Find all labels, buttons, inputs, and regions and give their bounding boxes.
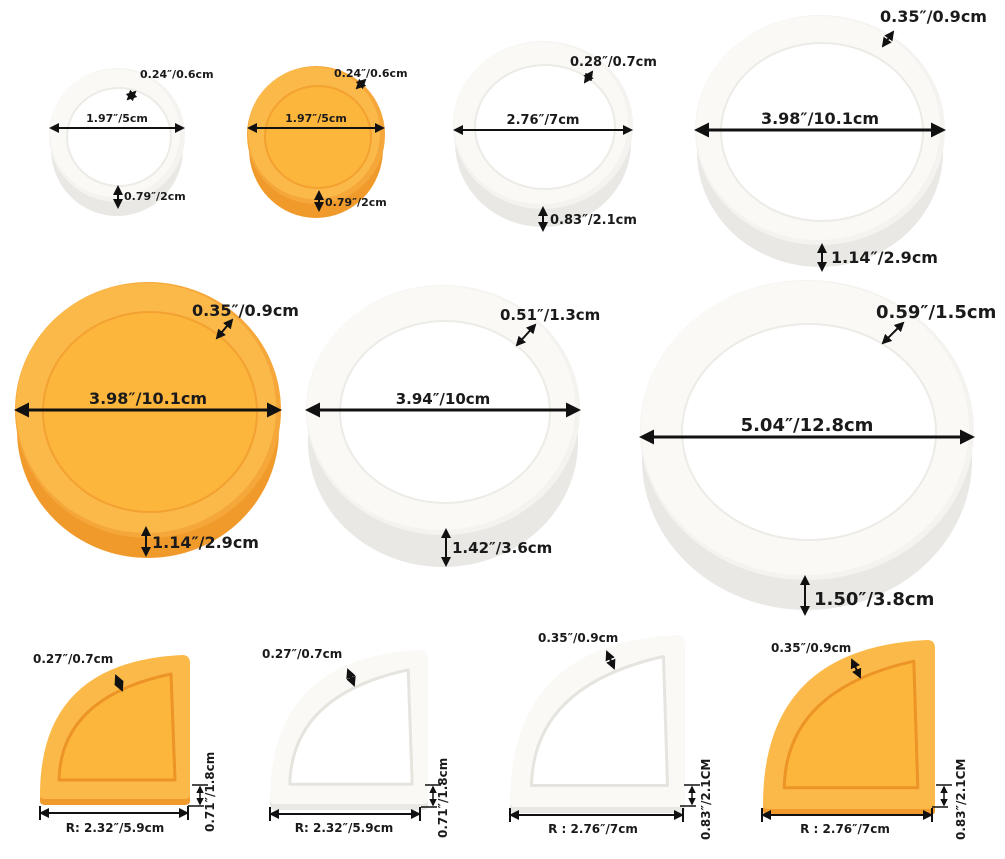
corner-bowl	[288, 668, 414, 786]
dish-deep-white: 3.94″/10cm 0.51″/1.3cm 1.42″/3.6cm	[305, 285, 600, 567]
corner-bowl	[530, 655, 669, 787]
height-label: 0.83″/2.1CM	[954, 759, 968, 840]
height-label: 0.83″/2.1CM	[699, 759, 713, 840]
dish-small-white: 1.97″/5cm 0.24″/0.6cm 0.79″/2cm	[49, 68, 214, 216]
rim-label: 0.35″/0.9cm	[192, 301, 299, 320]
rim-label: 0.35″/0.9cm	[880, 7, 987, 26]
rim-arrow	[215, 318, 234, 340]
height-label: 0.79″/2cm	[325, 196, 387, 209]
dish-xl-white: 5.04″/12.8cm 0.59″/1.5cm 1.50″/3.8cm	[639, 280, 996, 616]
dish-large-white: 3.98″/10.1cm 0.35″/0.9cm 1.14″/2.9cm	[694, 7, 987, 272]
radius-label: R: 2.32″/5.9cm	[295, 821, 393, 835]
dish-large-orange: 3.98″/10.1cm 0.35″/0.9cm 1.14″/2.9cm	[13, 282, 299, 558]
dish-medium-white: 2.76″/7cm 0.28″/0.7cm 0.83″/2.1cm	[453, 41, 657, 232]
height-label: 1.14″/2.9cm	[152, 533, 259, 552]
dish-bowl	[264, 85, 372, 189]
dish-bowl	[339, 320, 551, 504]
rim-arrow	[125, 89, 138, 102]
height-label: 0.71″/1.8cm	[203, 752, 217, 832]
height-label: 0.71″/1.8cm	[436, 758, 450, 838]
rim-label: 0.27″/0.7cm	[262, 647, 342, 661]
rim-label: 0.51″/1.3cm	[500, 306, 600, 324]
radius-label: R : 2.76″/7cm	[548, 822, 638, 836]
dish-small-orange: 1.97″/5cm 0.24″/0.6cm 0.79″/2cm	[247, 66, 408, 218]
dish-corner-large-orange: 0.35″/0.9cm R : 2.76″/7cm 0.83″/2.1CM	[761, 640, 968, 840]
rim-arrow	[850, 658, 862, 679]
dish-bowl	[66, 87, 172, 187]
height-label: 1.14″/2.9cm	[831, 248, 938, 267]
rim-label: 0.59″/1.5cm	[876, 302, 996, 323]
height-label: 0.79″/2cm	[124, 190, 186, 203]
rim-arrow	[881, 30, 895, 48]
rim-label: 0.35″/0.9cm	[538, 631, 618, 645]
dish-bowl	[42, 311, 258, 513]
corner-bowl	[57, 672, 177, 782]
height-label: 1.50″/3.8cm	[814, 589, 934, 610]
rim-arrow	[583, 70, 594, 84]
dish-bowl	[720, 42, 924, 222]
dish-corner-small-white: 0.27″/0.7cm R: 2.32″/5.9cm 0.71″/1.8cm	[262, 647, 450, 838]
diameter-label: 2.76″/7cm	[507, 113, 580, 128]
radius-label: R: 2.32″/5.9cm	[66, 821, 164, 835]
diameter-label: 1.97″/5cm	[285, 112, 347, 125]
dish-corner-small-orange: 0.27″/0.7cm R: 2.32″/5.9cm 0.71″/1.8cm	[33, 652, 217, 835]
height-label: 0.83″/2.1cm	[550, 213, 637, 228]
radius-label: R : 2.76″/7cm	[800, 822, 890, 836]
round-dishes: 1.97″/5cm 0.24″/0.6cm 0.79″/2cm 1.97″/5cm 0.…	[13, 7, 996, 616]
rim-arrow	[346, 668, 356, 687]
diameter-label: 3.94″/10cm	[396, 390, 491, 408]
rim-arrow	[515, 323, 537, 347]
rim-label: 0.27″/0.7cm	[33, 652, 113, 666]
rim-arrow	[605, 650, 616, 670]
diameter-label: 3.98″/10.1cm	[89, 389, 207, 408]
rim-label: 0.24″/0.6cm	[140, 68, 214, 81]
dish-corner-large-white: 0.35″/0.9cm R : 2.76″/7cm 0.83″/2.1CM	[509, 631, 713, 840]
corner-bowl	[782, 659, 920, 790]
rim-label: 0.28″/0.7cm	[570, 55, 657, 70]
rim-label: 0.35″/0.9cm	[771, 641, 851, 655]
rim-arrow	[881, 321, 905, 345]
rim-label: 0.24″/0.6cm	[334, 67, 408, 80]
height-label: 1.42″/3.6cm	[452, 539, 552, 557]
rim-arrow	[355, 78, 367, 90]
rim-arrow	[114, 674, 124, 692]
diameter-label: 3.98″/10.1cm	[761, 109, 879, 128]
diameter-label: 5.04″/12.8cm	[741, 415, 874, 436]
diameter-label: 1.97″/5cm	[86, 112, 148, 125]
